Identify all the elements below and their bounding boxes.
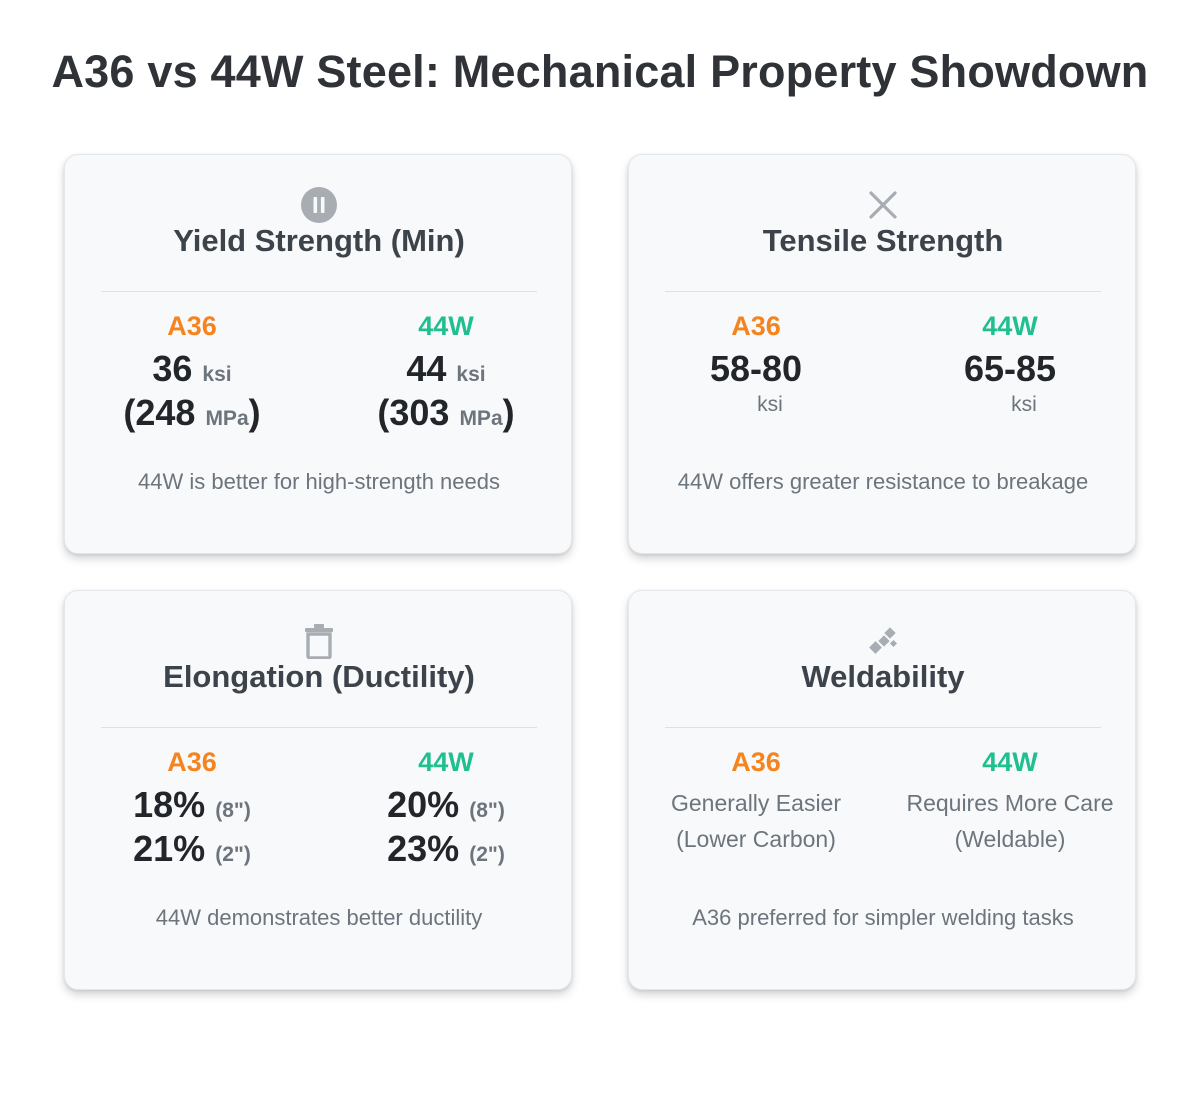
value: 23%	[387, 828, 460, 869]
elongation-2in-a36: 21% (2")	[67, 830, 317, 874]
card-title: Elongation (Ductility)	[163, 659, 475, 694]
elongation-8in-a36: 18% (8")	[67, 786, 317, 830]
gauge: (2")	[215, 843, 251, 866]
value: 21%	[133, 828, 206, 869]
divider	[101, 291, 537, 292]
metric-open: (303	[377, 392, 450, 433]
weldability-card: Weldability A36 Generally Easier (Lower …	[628, 590, 1136, 990]
metric-unit: MPa	[205, 407, 249, 430]
yield-metric-44w: (303 MPa)	[321, 394, 571, 438]
metric-unit: MPa	[459, 407, 503, 430]
a36-column: A36 Generally Easier (Lower Carbon)	[631, 745, 881, 857]
gauge: (2")	[469, 843, 505, 866]
44w-column: 44W 44 ksi (303 MPa)	[321, 309, 571, 438]
close-x-icon	[863, 185, 903, 225]
gauge: (8")	[469, 799, 505, 822]
weldability-line1-a36: Generally Easier	[670, 790, 842, 816]
weldability-line2-a36: (Lower Carbon)	[676, 826, 836, 852]
divider	[665, 727, 1101, 728]
elongation-8in-44w: 20% (8")	[321, 786, 571, 830]
elongation-2in-44w: 23% (2")	[321, 830, 571, 874]
pause-circle-icon	[299, 185, 339, 225]
card-title: Weldability	[801, 659, 965, 694]
value: 44	[406, 348, 447, 389]
metric-open: (248	[123, 392, 196, 433]
gauge: (8")	[215, 799, 251, 822]
a36-column: A36 18% (8") 21% (2")	[67, 745, 317, 874]
page-title: A36 vs 44W Steel: Mechanical Property Sh…	[51, 46, 1149, 97]
welding-sparks-icon	[863, 621, 903, 661]
yield-strength-card: Yield Strength (Min) A36 36 ksi (248 MPa…	[64, 154, 572, 554]
card-note: 44W offers greater resistance to breakag…	[677, 469, 1089, 494]
metric-close: )	[502, 392, 515, 433]
grade-label-a36: A36	[167, 311, 217, 341]
unit: ksi	[202, 363, 232, 386]
weldability-line1-44w: Requires More Care	[906, 790, 1114, 816]
card-note: A36 preferred for simpler welding tasks	[692, 905, 1074, 930]
yield-imperial-a36: 36 ksi	[67, 350, 317, 394]
trash-icon	[299, 621, 339, 661]
card-note: 44W demonstrates better ductility	[155, 905, 483, 930]
value: 36	[152, 348, 193, 389]
a36-column: A36 36 ksi (248 MPa)	[67, 309, 317, 438]
grade-label-a36: A36	[731, 311, 781, 341]
unit: ksi	[456, 363, 486, 386]
divider	[665, 291, 1101, 292]
grade-label-a36: A36	[167, 747, 217, 777]
tensile-value-a36: 58-80	[709, 348, 803, 389]
grade-label-44w: 44W	[418, 747, 474, 777]
tensile-value-44w: 65-85	[963, 348, 1057, 389]
divider	[101, 727, 537, 728]
44w-column: 44W 20% (8") 23% (2")	[321, 745, 571, 874]
a36-column: A36 58-80 ksi	[631, 309, 881, 420]
value: 20%	[387, 784, 460, 825]
grade-label-a36: A36	[731, 747, 781, 777]
card-title: Tensile Strength	[762, 223, 1004, 258]
tensile-unit-a36: ksi	[757, 393, 783, 416]
metric-close: )	[248, 392, 261, 433]
yield-metric-a36: (248 MPa)	[67, 394, 317, 438]
yield-imperial-44w: 44 ksi	[321, 350, 571, 394]
tensile-unit-44w: ksi	[1011, 393, 1037, 416]
grade-label-44w: 44W	[982, 747, 1038, 777]
grade-label-44w: 44W	[982, 311, 1038, 341]
tensile-strength-card: Tensile Strength A36 58-80 ksi 44W 65-85…	[628, 154, 1136, 554]
value: 18%	[133, 784, 206, 825]
card-title: Yield Strength (Min)	[173, 223, 465, 258]
elongation-card: Elongation (Ductility) A36 18% (8") 21% …	[64, 590, 572, 990]
weldability-line2-44w: (Weldable)	[954, 826, 1066, 852]
grade-label-44w: 44W	[418, 311, 474, 341]
44w-column: 44W 65-85 ksi	[885, 309, 1135, 420]
card-note: 44W is better for high-strength needs	[138, 469, 500, 494]
44w-column: 44W Requires More Care (Weldable)	[885, 745, 1135, 857]
